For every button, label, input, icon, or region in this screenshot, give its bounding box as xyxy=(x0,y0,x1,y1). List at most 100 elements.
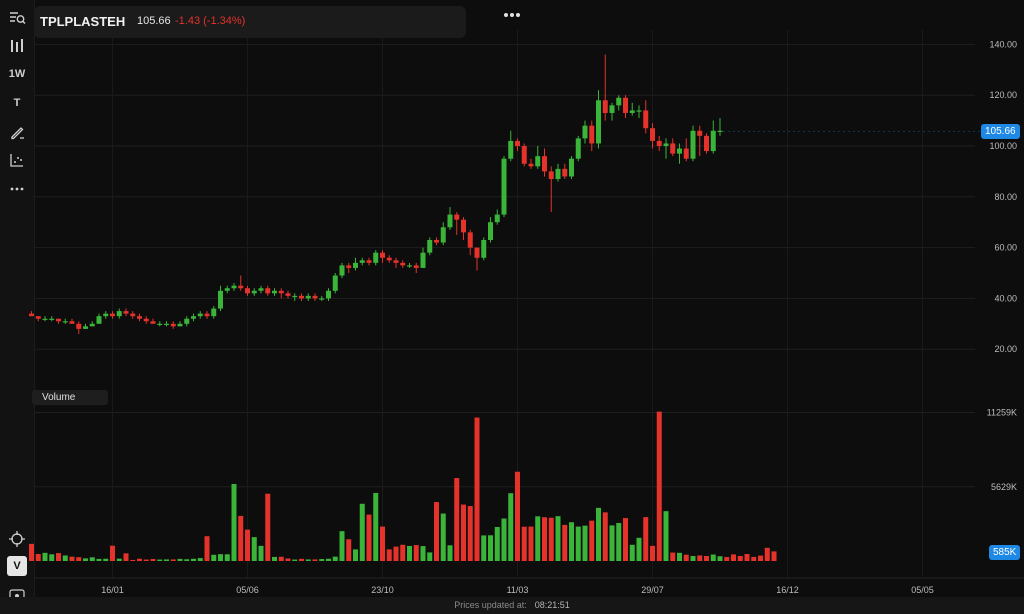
chart-type-icon[interactable] xyxy=(5,34,29,58)
volume-bar xyxy=(231,483,237,561)
volume-tick-label: 11259K xyxy=(987,408,1017,418)
volume-bar xyxy=(191,558,196,561)
candle-body xyxy=(177,323,183,327)
candle-body xyxy=(137,316,142,319)
candle-body xyxy=(211,308,217,317)
candle-body xyxy=(49,318,55,320)
text-tool-button[interactable]: T xyxy=(13,97,21,109)
candle-body xyxy=(663,143,669,146)
price-tick-label: 60.00 xyxy=(994,243,1017,253)
symbol-name[interactable]: TPLPLASTEH xyxy=(40,14,126,29)
candle-body xyxy=(35,316,41,319)
candle-body xyxy=(562,168,568,177)
candle-body xyxy=(265,288,271,294)
volume-bar xyxy=(440,513,446,561)
volume-bar xyxy=(184,559,190,561)
candle-body xyxy=(683,148,689,159)
symbol-search-icon[interactable] xyxy=(5,6,29,30)
volume-bar xyxy=(474,417,480,561)
candle-body xyxy=(623,97,628,113)
candle-body xyxy=(643,110,649,129)
candle-body xyxy=(508,140,514,159)
price-change: -1.43 (-1.34%) xyxy=(175,15,246,27)
candle-body xyxy=(697,130,703,136)
volume-bar xyxy=(650,545,655,561)
candle-body xyxy=(251,290,257,294)
volume-bar xyxy=(515,471,520,561)
volume-bar xyxy=(542,517,547,561)
price-tick-label: 80.00 xyxy=(994,192,1017,202)
more-tools-icon[interactable] xyxy=(5,177,29,201)
candle-body xyxy=(582,125,588,139)
candle-body xyxy=(636,110,642,112)
candle-body xyxy=(204,313,210,317)
volume-bar xyxy=(636,537,642,561)
candle-body xyxy=(589,125,595,144)
time-tick-label: 16/12 xyxy=(776,585,799,595)
volume-bar xyxy=(623,518,628,561)
more-options-icon[interactable] xyxy=(498,5,526,25)
candle-body xyxy=(339,265,345,276)
candle-body xyxy=(346,265,352,268)
last-price-tag: 105.66 xyxy=(981,124,1020,139)
candle-body xyxy=(454,214,460,220)
interval-button[interactable]: 1W xyxy=(8,68,26,80)
candle-body xyxy=(359,260,365,263)
candle-body xyxy=(717,130,723,132)
candle-body xyxy=(62,321,68,323)
candle-body xyxy=(542,156,547,172)
volume-bar xyxy=(690,555,696,561)
candle-body xyxy=(575,138,581,159)
volume-bar xyxy=(596,507,601,561)
volume-bar xyxy=(211,554,217,561)
volume-bar xyxy=(116,558,122,561)
candle-body xyxy=(197,313,203,317)
candle-body xyxy=(677,148,682,154)
indicators-icon[interactable] xyxy=(5,148,29,172)
crosshair-icon[interactable] xyxy=(5,527,29,551)
candle-body xyxy=(76,323,82,329)
volume-bar xyxy=(49,554,55,561)
volume-bar xyxy=(407,545,412,561)
volume-bar xyxy=(461,504,466,561)
volume-bar xyxy=(413,545,419,561)
visibility-toggle-button[interactable]: V xyxy=(7,556,27,576)
candle-body xyxy=(312,295,318,299)
volume-bar xyxy=(245,529,250,561)
volume-bar xyxy=(177,558,183,561)
volume-bar xyxy=(764,547,770,561)
draw-tool-icon[interactable] xyxy=(5,120,29,144)
symbol-header[interactable]: TPLPLASTEH 105.66 -1.43 (-1.34%) xyxy=(34,6,466,38)
volume-bar xyxy=(143,559,149,561)
volume-bar xyxy=(758,555,763,561)
volume-tick-label: 5629K xyxy=(991,482,1017,492)
status-bar: Prices updated at: 08:21:51 xyxy=(0,597,1024,614)
volume-bar xyxy=(717,556,723,561)
candle-body xyxy=(42,318,48,320)
candle-body xyxy=(224,288,230,291)
candlestick-series xyxy=(29,54,723,334)
volume-bar xyxy=(285,558,291,561)
volume-bar xyxy=(346,539,352,561)
volume-bar xyxy=(332,556,338,561)
volume-bar xyxy=(434,502,439,561)
volume-bar xyxy=(447,545,453,561)
volume-bar xyxy=(629,544,635,561)
candle-body xyxy=(258,288,264,291)
volume-bar xyxy=(76,557,82,561)
volume-bar xyxy=(35,554,41,561)
volume-bar xyxy=(751,556,757,561)
volume-pane-label[interactable]: Volume xyxy=(32,390,108,405)
candle-body xyxy=(110,313,115,317)
candle-body xyxy=(123,311,129,314)
volume-bar xyxy=(562,524,568,561)
time-tick-label: 05/05 xyxy=(911,585,934,595)
candle-body xyxy=(380,252,385,258)
last-volume-tag: 585K xyxy=(989,545,1021,560)
volume-bar xyxy=(305,559,311,561)
volume-bar xyxy=(62,555,68,561)
candle-body xyxy=(150,321,156,324)
candle-body xyxy=(461,219,466,233)
candle-body xyxy=(366,260,372,263)
